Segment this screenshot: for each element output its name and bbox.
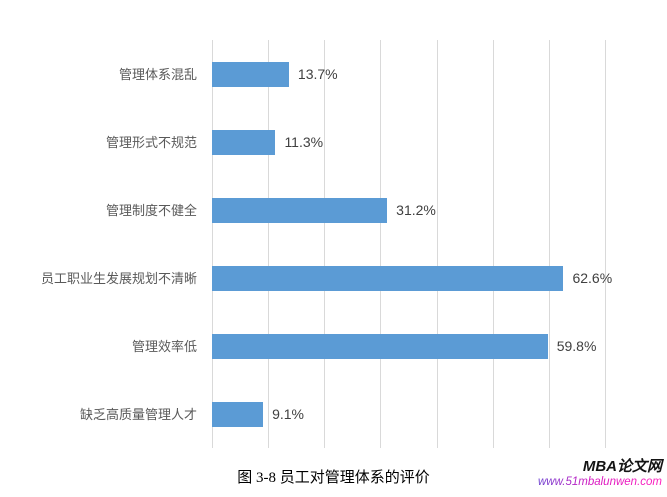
- watermark-brand: MBA论文网: [582, 458, 662, 475]
- gridline: [436, 40, 438, 448]
- value-label-3: 31.2%: [396, 201, 436, 218]
- bar-6: [212, 401, 264, 427]
- category-label-4: 员工职业生发展规划不清晰: [40, 270, 197, 286]
- value-label-6: 9.1%: [272, 405, 304, 422]
- category-label-1: 管理体系混乱: [118, 66, 197, 82]
- bar-2: [212, 129, 276, 155]
- category-label-3: 管理制度不健全: [105, 202, 197, 218]
- gridline: [380, 40, 382, 448]
- category-label-2: 管理形式不规范: [105, 134, 197, 150]
- bar-4: [212, 265, 564, 291]
- category-label-6: 缺乏高质量管理人才: [79, 406, 197, 422]
- category-label-5: 管理效率低: [131, 338, 197, 354]
- value-label-5: 59.8%: [556, 337, 597, 354]
- value-label-1: 13.7%: [297, 65, 338, 82]
- value-label-2: 11.3%: [284, 133, 324, 150]
- gridline: [492, 40, 494, 448]
- gridline: [268, 40, 270, 448]
- bar-3: [212, 197, 388, 223]
- figure-caption: 图 3-8 员工对管理体系的评价: [237, 470, 430, 486]
- plot-area: 13.7% 11.3% 31.2% 62.6% 59.8% 9.1%: [212, 40, 612, 448]
- gridline: [548, 40, 550, 448]
- gridline: [605, 40, 606, 448]
- value-label-4: 62.6%: [572, 269, 613, 286]
- watermark: MBA论文网 www.51mbalunwen.com: [537, 458, 662, 488]
- gridline: [212, 40, 213, 448]
- bar-1: [212, 61, 289, 87]
- gridline: [324, 40, 326, 448]
- bar-5: [212, 333, 548, 359]
- watermark-url: www.51mbalunwen.com: [537, 475, 662, 488]
